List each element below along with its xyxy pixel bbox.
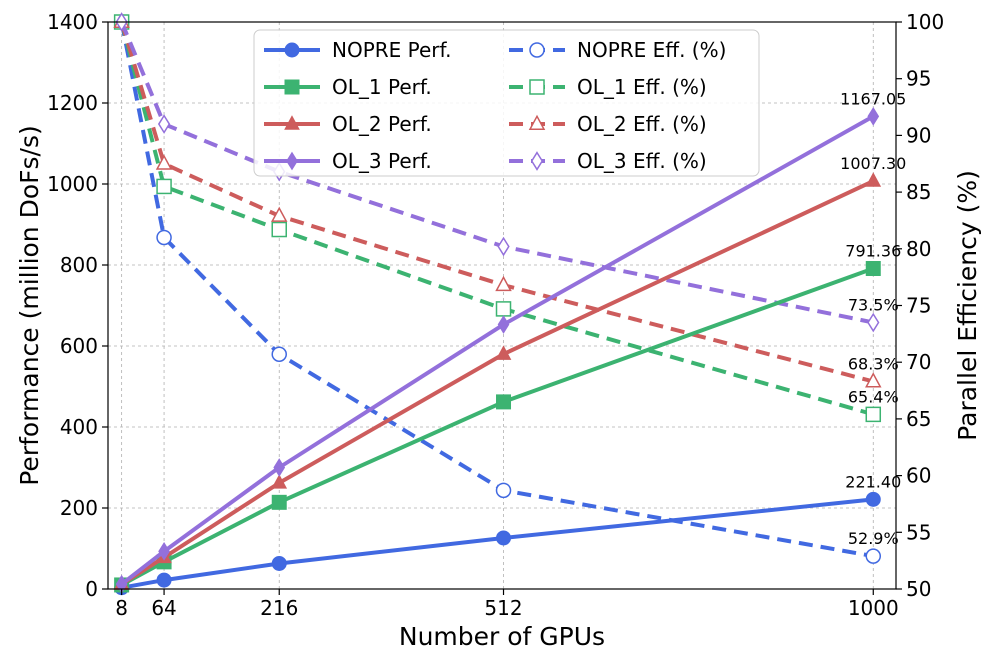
legend-marker — [528, 114, 546, 130]
data-point — [156, 229, 172, 246]
legend-label: OL_3 Eff. (%) — [577, 149, 707, 173]
data-label: 73.5% — [848, 296, 899, 315]
x-tick-label: 216 — [260, 596, 298, 620]
legend-marker — [529, 79, 545, 95]
x-axis-title: Number of GPUs — [399, 622, 605, 651]
y2-tick-label: 70 — [906, 350, 931, 374]
y2-tick-label: 55 — [906, 520, 931, 544]
y-tick-label: 600 — [60, 334, 98, 358]
legend-label: OL_2 Eff. (%) — [577, 112, 707, 136]
y2-tick-label: 65 — [906, 407, 931, 431]
legend-marker — [286, 151, 298, 171]
data-point — [495, 482, 512, 499]
data-label: 1167.05 — [840, 89, 906, 108]
series-line — [119, 21, 874, 325]
data-point — [273, 458, 286, 477]
y2-tick-label: 85 — [906, 180, 931, 204]
y-tick-label: 400 — [60, 415, 98, 439]
y2-tick-label: 90 — [906, 123, 931, 147]
legend-label: OL_3 Perf. — [332, 149, 432, 173]
data-point — [865, 260, 881, 276]
legend-entry: OL_1 Eff. (%) — [509, 75, 707, 99]
y-tick-label: 1200 — [47, 91, 98, 115]
data-point — [495, 345, 512, 360]
data-point — [271, 555, 287, 571]
data-point — [271, 346, 287, 363]
y-tick-label: 800 — [60, 253, 98, 277]
data-point — [495, 301, 512, 317]
legend-entry: OL_1 Perf. — [264, 75, 432, 99]
data-point — [865, 491, 881, 507]
data-point — [271, 474, 288, 489]
legend-label: NOPRE Perf. — [332, 38, 451, 62]
data-point — [157, 114, 171, 134]
data-point — [158, 541, 170, 561]
series-ol-3-perf — [115, 107, 880, 594]
y2-tick-label: 50 — [906, 577, 931, 601]
legend-entry: NOPRE Perf. — [264, 38, 451, 62]
x-tick-label: 1000 — [848, 596, 899, 620]
data-label: 221.40 — [845, 472, 901, 491]
data-point — [867, 312, 880, 333]
y-axis-title: Performance (million DoFs/s) — [15, 125, 44, 486]
legend-label: OL_2 Perf. — [332, 112, 432, 136]
data-point — [865, 172, 882, 187]
data-label: 52.9% — [848, 529, 899, 548]
legend-label: OL_1 Perf. — [332, 75, 432, 99]
legend-label: NOPRE Eff. (%) — [577, 38, 726, 62]
legend-entry: OL_3 Perf. — [264, 149, 432, 173]
legend-entry: OL_2 Perf. — [264, 112, 432, 136]
legend-marker — [284, 42, 300, 58]
data-point — [865, 406, 882, 423]
y-tick-label: 0 — [85, 577, 98, 601]
y-tick-label: 200 — [60, 496, 98, 520]
legend-entry: OL_3 Eff. (%) — [509, 149, 707, 173]
legend-marker — [284, 115, 300, 130]
series-layer — [113, 12, 882, 596]
y2-tick-label: 75 — [906, 294, 931, 318]
y2-tick-label: 100 — [906, 10, 944, 34]
data-point — [495, 275, 512, 292]
legend-marker — [530, 151, 544, 171]
y2-tick-label: 60 — [906, 464, 931, 488]
data-point — [156, 572, 172, 588]
legend-marker — [284, 79, 300, 95]
data-point — [270, 206, 288, 222]
legend-label: OL_1 Eff. (%) — [577, 75, 707, 99]
y2-tick-label: 95 — [906, 67, 931, 91]
y2-tick-label: 80 — [906, 237, 931, 261]
axis-ticks: 8 64 216 512 1000 0 200 400 600 800 1000 1200 1400 50… — [47, 10, 944, 620]
data-point — [496, 394, 512, 410]
data-point — [156, 178, 172, 195]
data-point — [271, 221, 287, 238]
data-label: 791.36 — [845, 241, 901, 260]
data-point — [865, 548, 882, 564]
data-labels: 1167.05 1007.30 791.36 221.40 73.5% 68.3% 65.4… — [840, 89, 906, 548]
data-point — [496, 530, 512, 546]
y2-axis-title: Parallel Efficiency (%) — [953, 170, 982, 441]
legend: NOPRE Perf. OL_1 Perf. OL_2 Perf. OL_3 Perf… — [253, 29, 760, 177]
data-label: 65.4% — [848, 387, 899, 406]
x-tick-label: 64 — [151, 596, 176, 620]
y-tick-label: 1400 — [47, 10, 98, 34]
data-point — [497, 236, 510, 257]
legend-entry: NOPRE Eff. (%) — [509, 38, 726, 62]
data-point — [867, 107, 880, 126]
legend-entry: OL_2 Eff. (%) — [509, 112, 707, 136]
legend-box — [253, 29, 760, 177]
data-label: 68.3% — [848, 354, 899, 373]
data-point — [155, 154, 173, 170]
data-point — [271, 494, 287, 510]
data-point — [865, 372, 882, 388]
data-point — [497, 315, 510, 334]
legend-marker — [529, 42, 545, 58]
data-label: 1007.30 — [840, 154, 906, 173]
x-tick-label: 512 — [484, 596, 522, 620]
x-tick-label: 8 — [115, 596, 128, 620]
y-tick-label: 1000 — [47, 172, 98, 196]
